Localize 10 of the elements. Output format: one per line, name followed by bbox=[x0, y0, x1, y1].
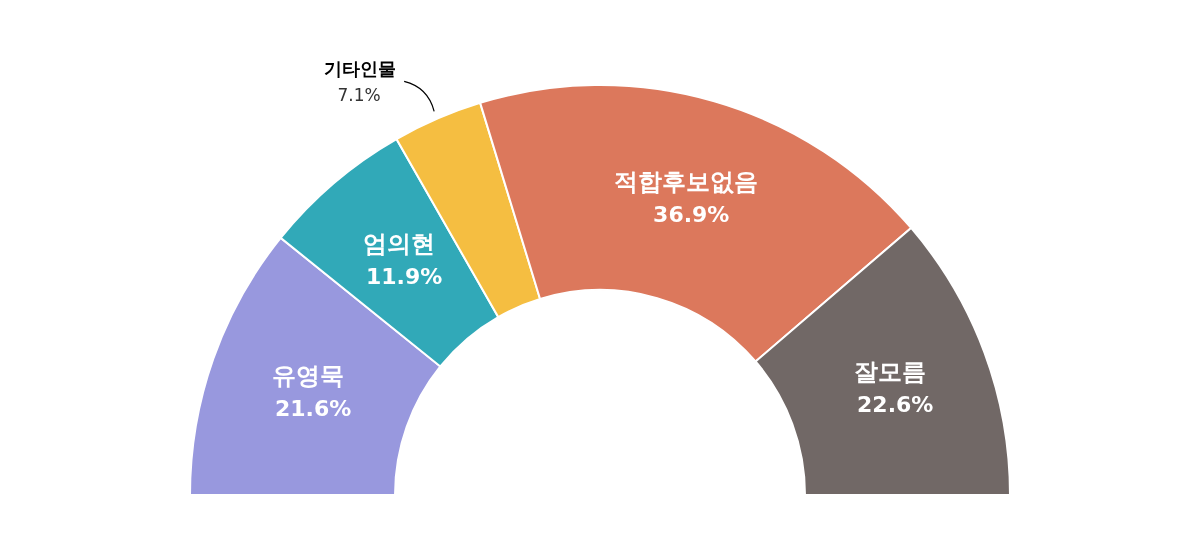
data-label: 22.6% bbox=[857, 391, 934, 417]
slice-label: 적합후보없음 bbox=[614, 167, 759, 196]
slice-label: 유영묵 bbox=[272, 362, 345, 391]
data-label: 11.9% bbox=[366, 263, 443, 289]
slice-label: 엄의현 bbox=[363, 229, 436, 258]
data-label: 36.9% bbox=[653, 201, 730, 227]
slice-label: 기타인물 bbox=[324, 58, 397, 80]
data-label: 7.1% bbox=[337, 85, 381, 106]
slice-label: 잘모름 bbox=[854, 357, 927, 386]
data-label: 21.6% bbox=[274, 396, 352, 422]
